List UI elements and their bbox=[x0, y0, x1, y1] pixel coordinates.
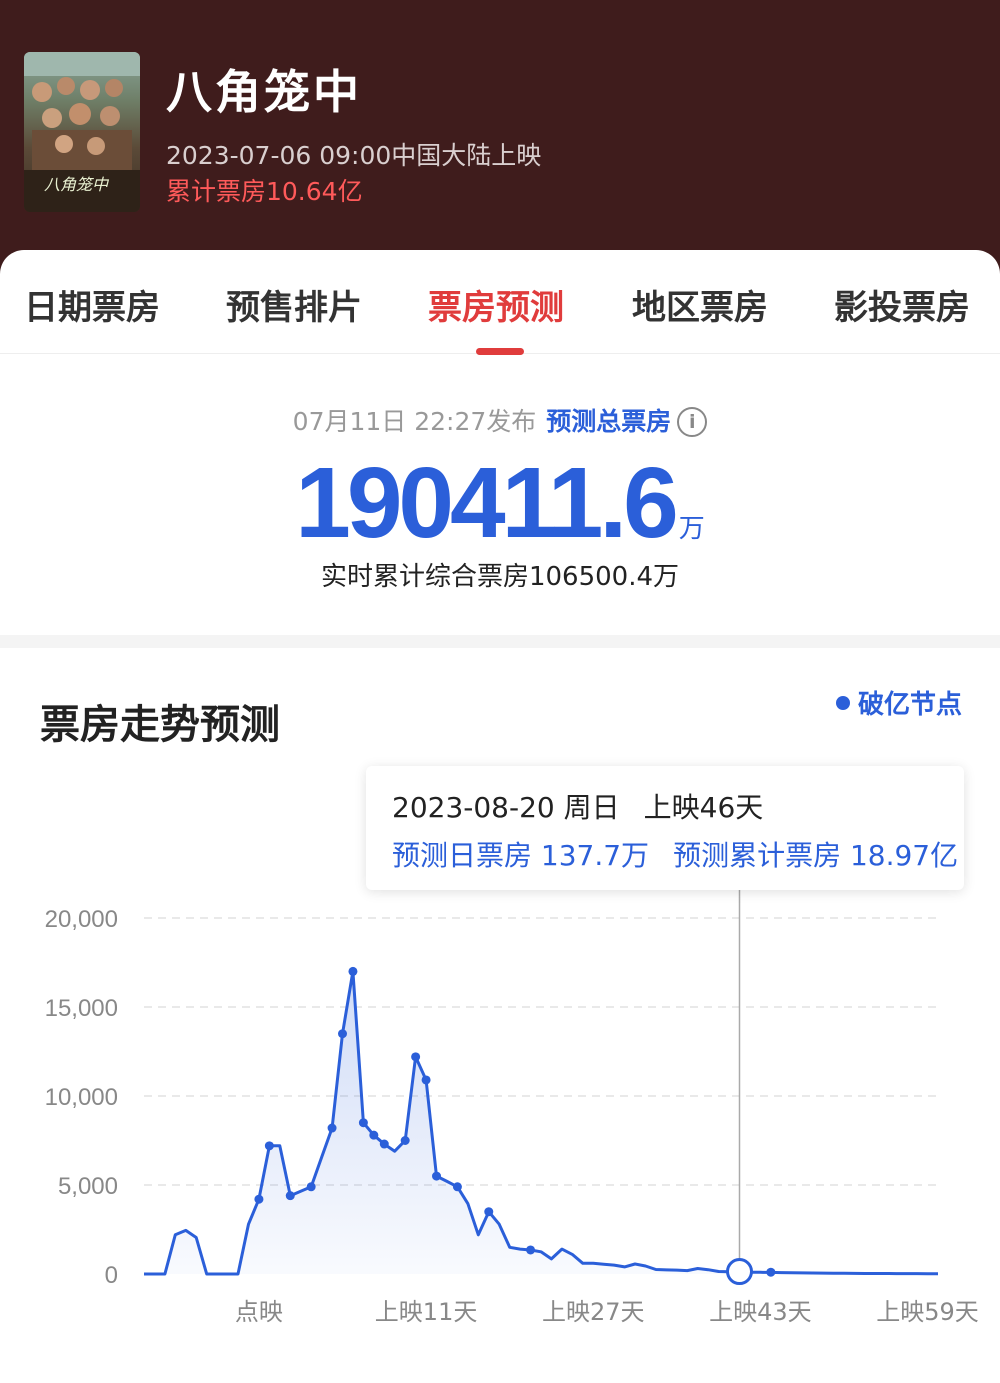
data-point bbox=[411, 1052, 421, 1062]
trend-chart-card: 20,000 15,000 10,000 5,000 0 点映 上映11天 上映27天 上映43… bbox=[0, 648, 1000, 1383]
chart-title: 票房走势预测 bbox=[40, 702, 280, 748]
data-point bbox=[432, 1171, 442, 1181]
svg-text:八角笼中: 八角笼中 bbox=[44, 175, 110, 194]
x-tick-label: 点映 bbox=[235, 1298, 283, 1326]
data-point bbox=[338, 1029, 347, 1039]
tab-bar: 日期票房 预售排片 票房预测 地区票房 影投票房 bbox=[0, 250, 1000, 355]
tab-presale-schedule[interactable]: 预售排片 bbox=[226, 288, 362, 328]
legend-billion-milestone[interactable]: 破亿节点 bbox=[835, 684, 962, 721]
series-line bbox=[144, 969, 938, 1276]
data-point bbox=[766, 1267, 776, 1277]
x-tick-label: 上映27天 bbox=[542, 1298, 645, 1326]
y-tick-label: 15,000 bbox=[45, 995, 118, 1022]
cumulative-box-office: 累计票房10.64亿 bbox=[166, 177, 363, 206]
data-point bbox=[348, 966, 358, 976]
release-info: 2023-07-06 09:00中国大陆上映 bbox=[166, 141, 542, 170]
tooltip-days: 上映46天 bbox=[643, 791, 764, 824]
tooltip-values: 预测日票房 137.7万 预测累计票房 18.97亿 bbox=[392, 834, 958, 874]
tab-daily-box-office[interactable]: 日期票房 bbox=[24, 288, 160, 328]
data-point bbox=[400, 1136, 410, 1145]
legend-dot-icon bbox=[835, 696, 850, 710]
data-point bbox=[452, 1182, 462, 1192]
movie-title: 八角笼中 bbox=[166, 65, 362, 119]
x-tick-label: 上映11天 bbox=[375, 1298, 478, 1326]
data-point bbox=[369, 1130, 379, 1140]
predicted-total-value: 190411.6 bbox=[295, 447, 679, 559]
y-tick-label: 0 bbox=[105, 1262, 118, 1289]
active-tab-indicator bbox=[476, 348, 524, 355]
predicted-total: 190411.6 万 bbox=[0, 446, 1000, 561]
series-area bbox=[144, 971, 938, 1274]
y-tick-label: 10,000 bbox=[45, 1084, 118, 1111]
data-point bbox=[526, 1245, 536, 1255]
publish-time: 07月11日 22:27发布 bbox=[292, 407, 537, 436]
y-tick-label: 20,000 bbox=[45, 906, 118, 933]
trend-chart[interactable]: 20,000 15,000 10,000 5,000 0 点映 上映11天 上映27天 上映43… bbox=[0, 648, 1000, 1383]
legend-label: 破亿节点 bbox=[857, 690, 962, 720]
y-tick-label: 5,000 bbox=[58, 1173, 118, 1200]
data-point bbox=[264, 1141, 274, 1151]
data-point bbox=[254, 1194, 264, 1204]
tab-box-office-forecast[interactable]: 票房预测 bbox=[428, 288, 564, 328]
x-tick-label: 上映59天 bbox=[876, 1298, 979, 1326]
data-point bbox=[421, 1075, 431, 1085]
data-point bbox=[358, 1118, 368, 1128]
x-tick-label: 上映43天 bbox=[709, 1298, 812, 1326]
data-point bbox=[327, 1123, 337, 1133]
tooltip-total: 预测累计票房 18.97亿 bbox=[673, 839, 959, 872]
movie-poster[interactable]: 八角笼中 bbox=[24, 52, 140, 212]
tab-cinema-investment[interactable]: 影投票房 bbox=[834, 288, 970, 328]
chart-tooltip: 2023-08-20 周日 上映46天 预测日票房 137.7万 预测累计票房 18… bbox=[366, 766, 964, 890]
data-point bbox=[484, 1207, 494, 1217]
predicted-total-label: 预测总票房 bbox=[546, 407, 672, 436]
tooltip-daily: 预测日票房 137.7万 bbox=[392, 839, 650, 872]
poster-image: 八角笼中 bbox=[24, 52, 140, 212]
data-point bbox=[285, 1191, 295, 1201]
data-point bbox=[306, 1182, 316, 1192]
info-icon[interactable]: i bbox=[677, 407, 708, 437]
publish-row: 07月11日 22:27发布 预测总票房 i bbox=[0, 402, 1000, 438]
tooltip-date: 2023-08-20 周日 bbox=[392, 791, 620, 824]
tooltip-header: 2023-08-20 周日 上映46天 bbox=[392, 786, 763, 826]
movie-header: 八角笼中 八角笼中 2023-07-06 09:00中国大陆上映 累计票房10.… bbox=[0, 0, 1000, 290]
realtime-cumulative: 实时累计综合票房106500.4万 bbox=[320, 562, 680, 592]
data-point bbox=[379, 1139, 389, 1149]
highlight-point bbox=[726, 1258, 753, 1286]
prediction-card: 日期票房 预售排片 票房预测 地区票房 影投票房 07月11日 22:27发布预… bbox=[0, 250, 1000, 635]
predicted-total-unit: 万 bbox=[678, 514, 705, 544]
tab-regional-box-office[interactable]: 地区票房 bbox=[632, 288, 768, 328]
